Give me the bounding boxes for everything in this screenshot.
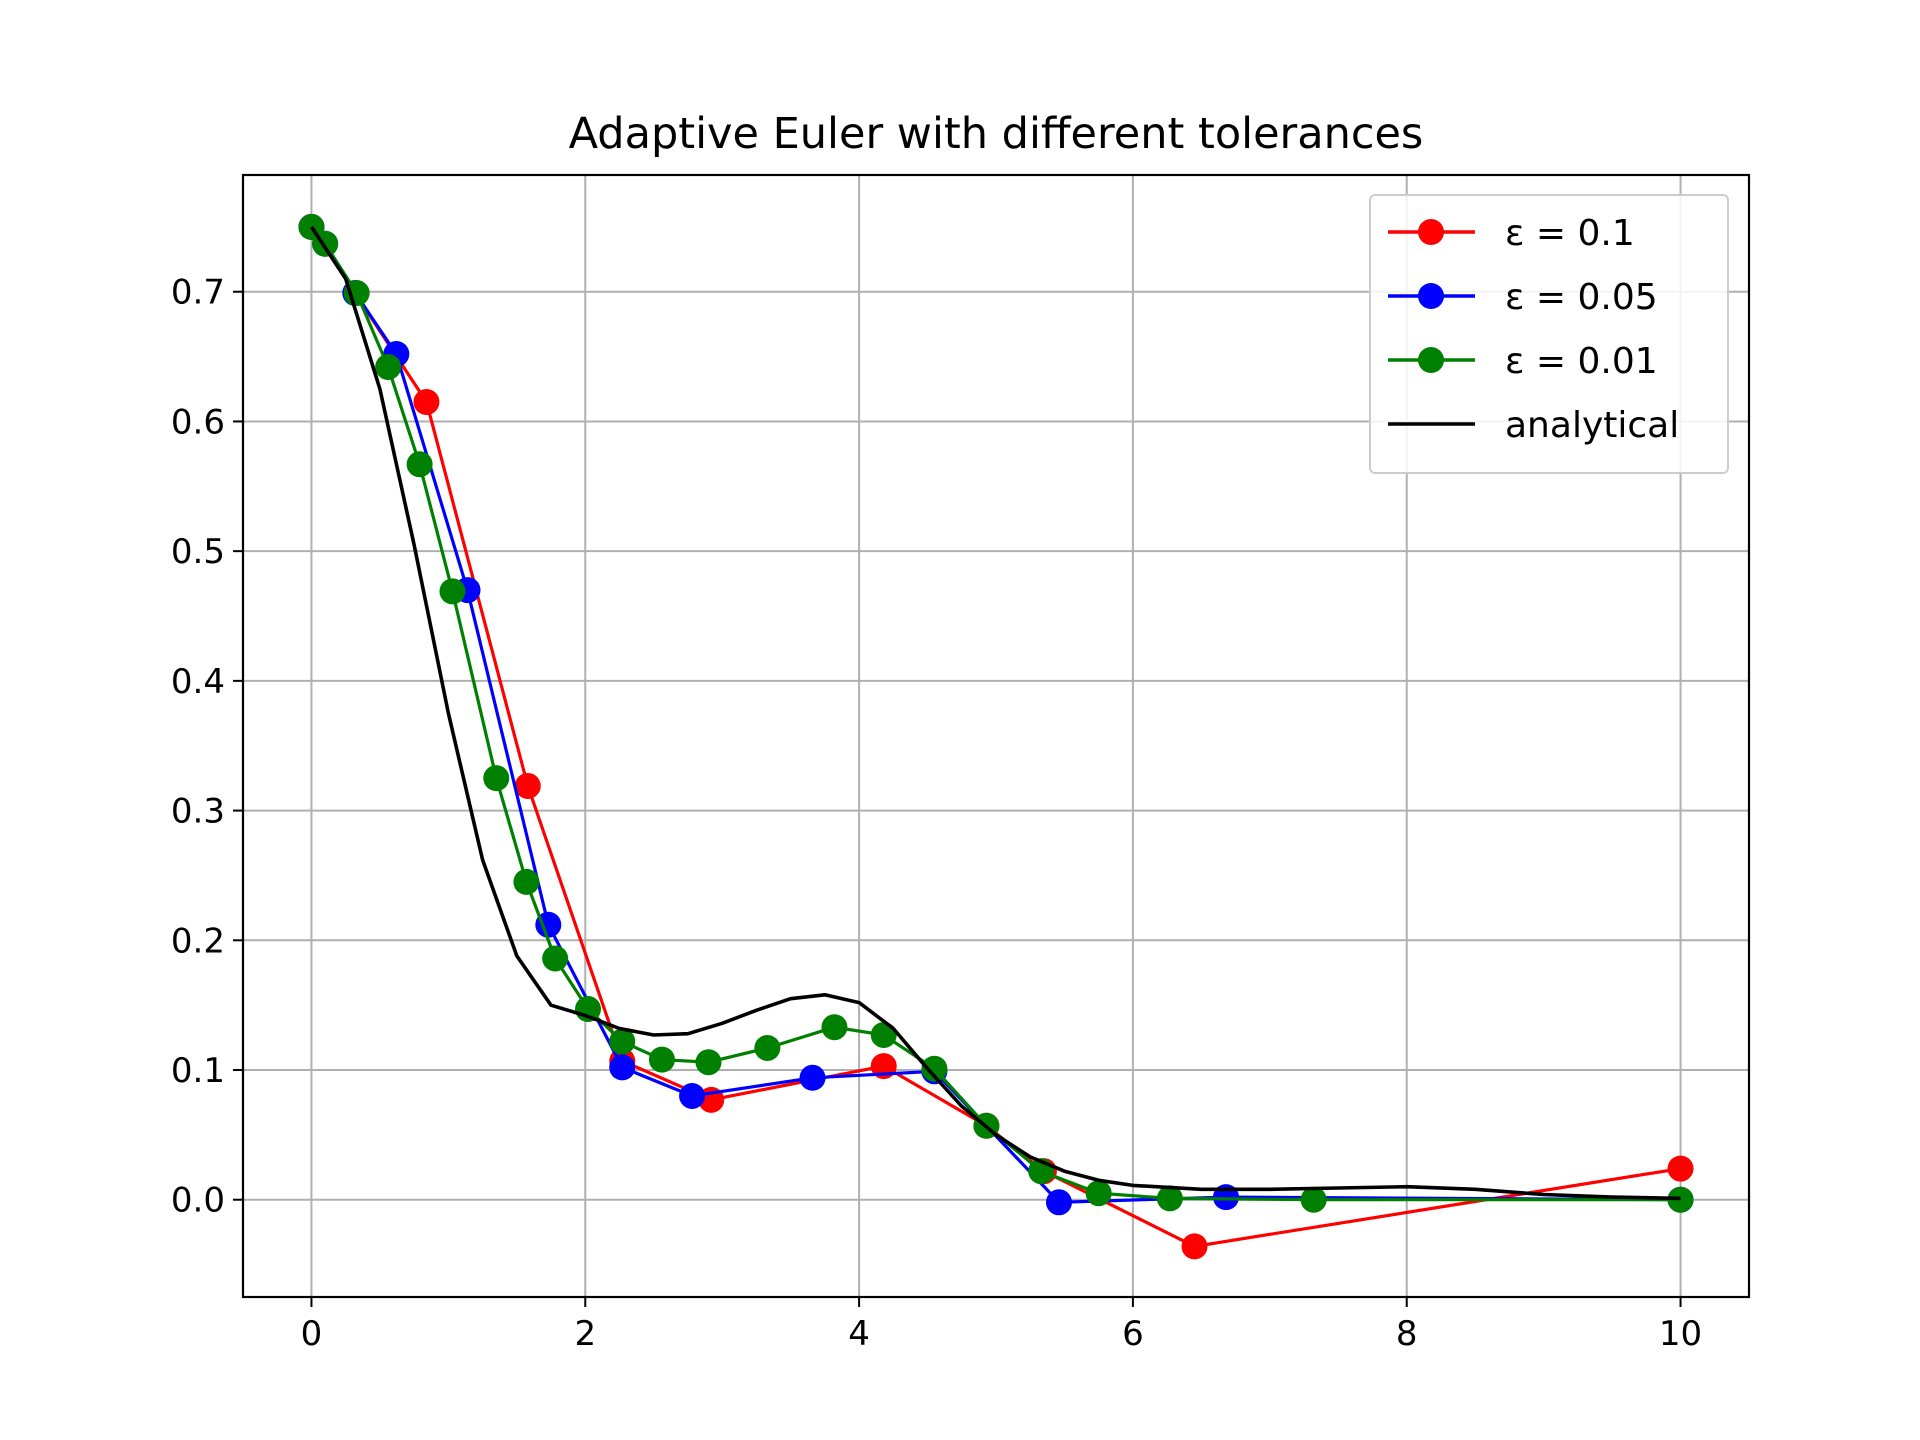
y-tick-label: 0.6 xyxy=(171,402,225,442)
data-point xyxy=(609,1054,636,1081)
legend: ε = 0.1 ε = 0.05 ε = 0.01 analytical xyxy=(1369,194,1729,474)
legend-label: analytical xyxy=(1505,405,1679,446)
data-point xyxy=(1085,1180,1112,1207)
data-point xyxy=(406,451,433,478)
legend-label: ε = 0.01 xyxy=(1505,341,1658,382)
data-point xyxy=(375,353,402,380)
y-tick-label: 0.7 xyxy=(171,273,225,313)
data-point xyxy=(648,1046,675,1073)
data-point xyxy=(921,1055,948,1082)
data-point xyxy=(513,868,540,895)
data-point xyxy=(754,1034,781,1061)
data-point xyxy=(870,1021,897,1048)
data-point xyxy=(514,772,541,799)
legend-item: ε = 0.01 xyxy=(1388,341,1658,382)
axes-frame xyxy=(241,173,1751,1299)
y-tick-label: 0.0 xyxy=(171,1181,225,1221)
legend-swatch-marker xyxy=(1418,219,1444,245)
x-tick-label: 2 xyxy=(574,1314,596,1354)
y-tick-label: 0.1 xyxy=(171,1051,225,1091)
y-tick-label: 0.3 xyxy=(171,792,225,832)
y-tick-label: 0.2 xyxy=(171,921,225,961)
legend-swatch-marker xyxy=(1418,347,1444,373)
data-point xyxy=(1181,1233,1208,1260)
series-4 xyxy=(309,225,1681,1201)
plot-area xyxy=(298,213,1694,1260)
data-point xyxy=(1667,1186,1694,1213)
legend-label: ε = 0.1 xyxy=(1505,213,1635,254)
series-1 xyxy=(298,213,1694,1260)
x-tick-label: 0 xyxy=(301,1314,323,1354)
data-point xyxy=(1667,1155,1694,1182)
axis-ticks: 0 2 4 6 8 10 0.0 0.1 0.2 0.3 0.4 0.5 0.6 0.7 xyxy=(171,273,1702,1354)
data-point xyxy=(439,578,466,605)
legend-item: ε = 0.1 xyxy=(1388,213,1635,254)
legend-box xyxy=(1369,194,1729,474)
legend-item: ε = 0.05 xyxy=(1388,277,1658,318)
data-point xyxy=(695,1049,722,1076)
series-line xyxy=(309,225,1681,1201)
x-tick-label: 4 xyxy=(848,1314,870,1354)
y-tick-label: 0.4 xyxy=(171,662,225,702)
data-point xyxy=(483,765,510,792)
data-point xyxy=(609,1028,636,1055)
data-point xyxy=(1045,1189,1072,1216)
data-point xyxy=(413,388,440,415)
legend-label: ε = 0.05 xyxy=(1505,277,1658,318)
chart-title: Adaptive Euler with different tolerances xyxy=(569,109,1424,159)
legend-swatch-marker xyxy=(1418,283,1444,309)
data-point xyxy=(1156,1185,1183,1212)
x-tick-label: 8 xyxy=(1396,1314,1418,1354)
data-point xyxy=(343,280,370,307)
data-point xyxy=(1300,1186,1327,1213)
legend-item: analytical xyxy=(1388,405,1679,446)
y-tick-label: 0.5 xyxy=(171,532,225,572)
x-tick-label: 6 xyxy=(1122,1314,1144,1354)
data-point xyxy=(821,1014,848,1041)
x-tick-label: 10 xyxy=(1659,1314,1702,1354)
data-point xyxy=(542,945,569,972)
data-point xyxy=(799,1064,826,1091)
data-point xyxy=(679,1082,706,1109)
data-point xyxy=(535,911,562,938)
